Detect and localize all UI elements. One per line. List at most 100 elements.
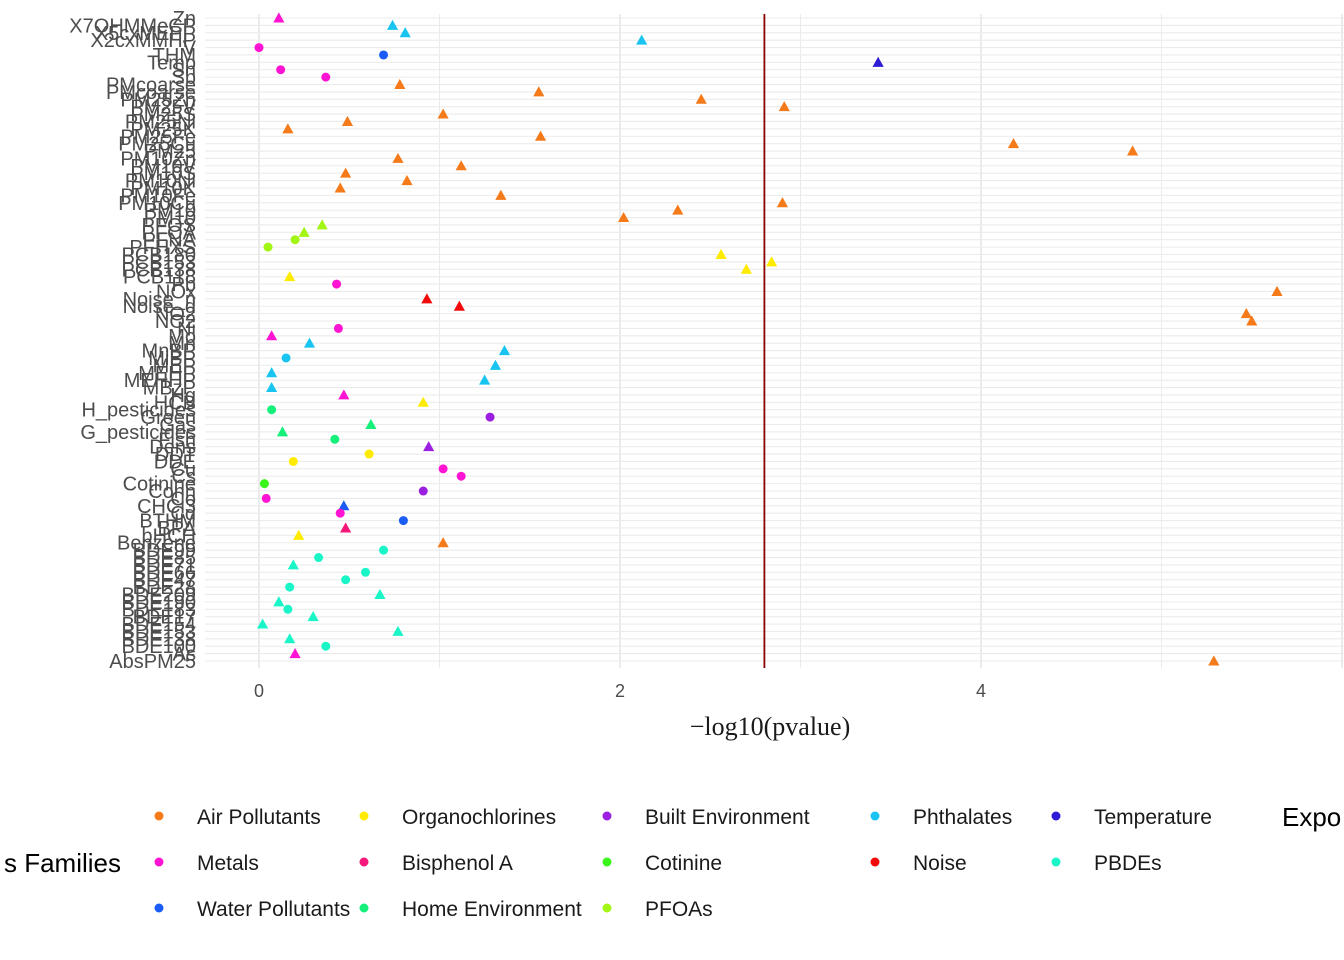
data-point-circle xyxy=(276,65,286,75)
data-point-triangle xyxy=(534,130,547,141)
y-tick-label: PM25Cu xyxy=(118,134,196,156)
y-tick-label: Temp xyxy=(147,52,196,74)
data-point-triangle xyxy=(374,588,386,599)
y-tick-label: Fish xyxy=(158,429,196,451)
legend-swatch xyxy=(1051,857,1061,867)
legend-item: PFOAs xyxy=(602,898,713,921)
legend-label: Water Pollutants xyxy=(197,898,350,921)
data-point-circle xyxy=(321,641,331,651)
y-axis-tick-labels: ZnX7OHMMeCPX5cxMEPPX2cxMMHPVTHMTempSnSbP… xyxy=(69,8,196,673)
data-point-triangle xyxy=(1246,315,1258,326)
y-tick-label: Zn xyxy=(173,8,196,30)
data-point-circle xyxy=(321,72,331,82)
y-tick-label: H_pesticides xyxy=(81,400,196,422)
data-point-triangle xyxy=(776,197,789,208)
y-tick-label: PM10Cu xyxy=(118,193,196,215)
data-point-triangle xyxy=(392,152,404,163)
data-point-circle xyxy=(285,582,295,592)
data-point-triangle xyxy=(618,211,630,223)
y-tick-label: BDE47 xyxy=(133,570,196,592)
legend-swatch xyxy=(602,857,612,867)
y-tick-label: AbsPM25 xyxy=(109,651,196,673)
y-tick-label: PM10Ni xyxy=(125,171,196,193)
legend-label: Organochlorines xyxy=(402,806,556,829)
data-point-triangle xyxy=(316,219,328,230)
legend-label: Noise xyxy=(913,852,967,875)
data-point-triangle xyxy=(695,93,707,104)
y-tick-label: Green xyxy=(140,407,196,429)
data-point-triangle xyxy=(399,27,411,38)
data-point-circle xyxy=(379,545,389,555)
y-tick-label: Mn xyxy=(168,333,196,355)
y-tick-label: BDE183 xyxy=(122,599,197,621)
data-point-triangle xyxy=(636,34,648,45)
legend-swatch xyxy=(1051,811,1061,821)
legend-label: Phthalates xyxy=(913,806,1012,829)
legend-label: Metals xyxy=(197,852,259,875)
y-tick-label: Cotinine xyxy=(123,474,196,496)
legend-item: Phthalates xyxy=(870,806,1012,829)
y-tick-label: BDE99 xyxy=(133,540,196,562)
y-tick-label: PM25V xyxy=(130,97,196,119)
legend-label: Cotinine xyxy=(645,852,722,875)
data-point-triangle xyxy=(303,337,316,348)
data-point-circle xyxy=(254,43,264,53)
data-point-triangle xyxy=(284,271,296,282)
data-point-triangle xyxy=(340,167,352,178)
y-tick-label: BDE138 xyxy=(122,629,197,651)
x-tick-label: 0 xyxy=(254,681,264,701)
legend-label: Bisphenol A xyxy=(402,852,513,875)
data-point-triangle xyxy=(282,123,294,134)
data-point-circle xyxy=(438,464,448,474)
data-point-triangle xyxy=(421,293,433,304)
legend-swatch xyxy=(154,857,164,867)
y-tick-label: Gas xyxy=(159,414,196,436)
y-tick-label: BDE28 xyxy=(133,577,196,599)
legend-swatch xyxy=(870,857,880,867)
data-point-circle xyxy=(364,449,374,459)
y-tick-label: PFOA xyxy=(142,222,197,244)
y-tick-label: BDE190 xyxy=(122,592,197,614)
legend-label: Temperature xyxy=(1094,806,1212,829)
y-tick-label: PM10K xyxy=(130,178,196,200)
data-point-triangle xyxy=(495,189,507,200)
data-point-triangle xyxy=(453,300,465,311)
y-tick-label: HCB xyxy=(154,392,196,414)
data-point-circle xyxy=(485,412,495,422)
data-point-circle xyxy=(379,50,389,60)
data-point-circle xyxy=(398,516,408,526)
y-tick-label: BDE154 xyxy=(122,614,197,636)
data-point-triangle xyxy=(334,182,346,193)
data-point-triangle xyxy=(740,263,752,274)
legend-item: PBDEs xyxy=(1051,852,1162,875)
y-tick-label: PM10Fe xyxy=(120,185,196,207)
data-point-circle xyxy=(267,405,277,415)
x-tick-label: 4 xyxy=(976,681,986,701)
data-point-triangle xyxy=(417,396,429,407)
y-tick-label: PM10S xyxy=(130,163,196,185)
y-tick-label: MEP xyxy=(153,355,196,377)
y-tick-label: THM xyxy=(153,45,196,67)
data-point-circle xyxy=(288,456,298,466)
data-point-circle xyxy=(330,434,340,444)
data-point-triangle xyxy=(715,248,727,259)
legend-swatch xyxy=(154,903,164,913)
y-tick-label: BDE71 xyxy=(133,555,196,577)
y-tick-label: BTHM xyxy=(139,511,196,533)
data-point-circle xyxy=(456,471,466,481)
data-point-triangle xyxy=(340,522,352,533)
data-point-triangle xyxy=(766,256,778,267)
y-tick-label: Hg xyxy=(170,385,196,407)
color-legend: Air Pollutants Organochlorines Built Envir… xyxy=(154,806,1212,921)
data-point-circle xyxy=(341,575,351,585)
legend-item: Noise xyxy=(870,852,967,875)
data-point-triangle xyxy=(423,441,435,452)
legend-label: Built Environment xyxy=(645,806,810,829)
y-tick-label: PM10V xyxy=(130,156,196,178)
data-point-triangle xyxy=(392,625,404,636)
data-point-triangle xyxy=(401,174,413,186)
y-tick-label: DDE xyxy=(154,451,196,473)
y-tick-label: Sn xyxy=(172,60,196,82)
y-tick-label: PM10Zn xyxy=(120,148,196,170)
data-points xyxy=(254,12,1283,666)
